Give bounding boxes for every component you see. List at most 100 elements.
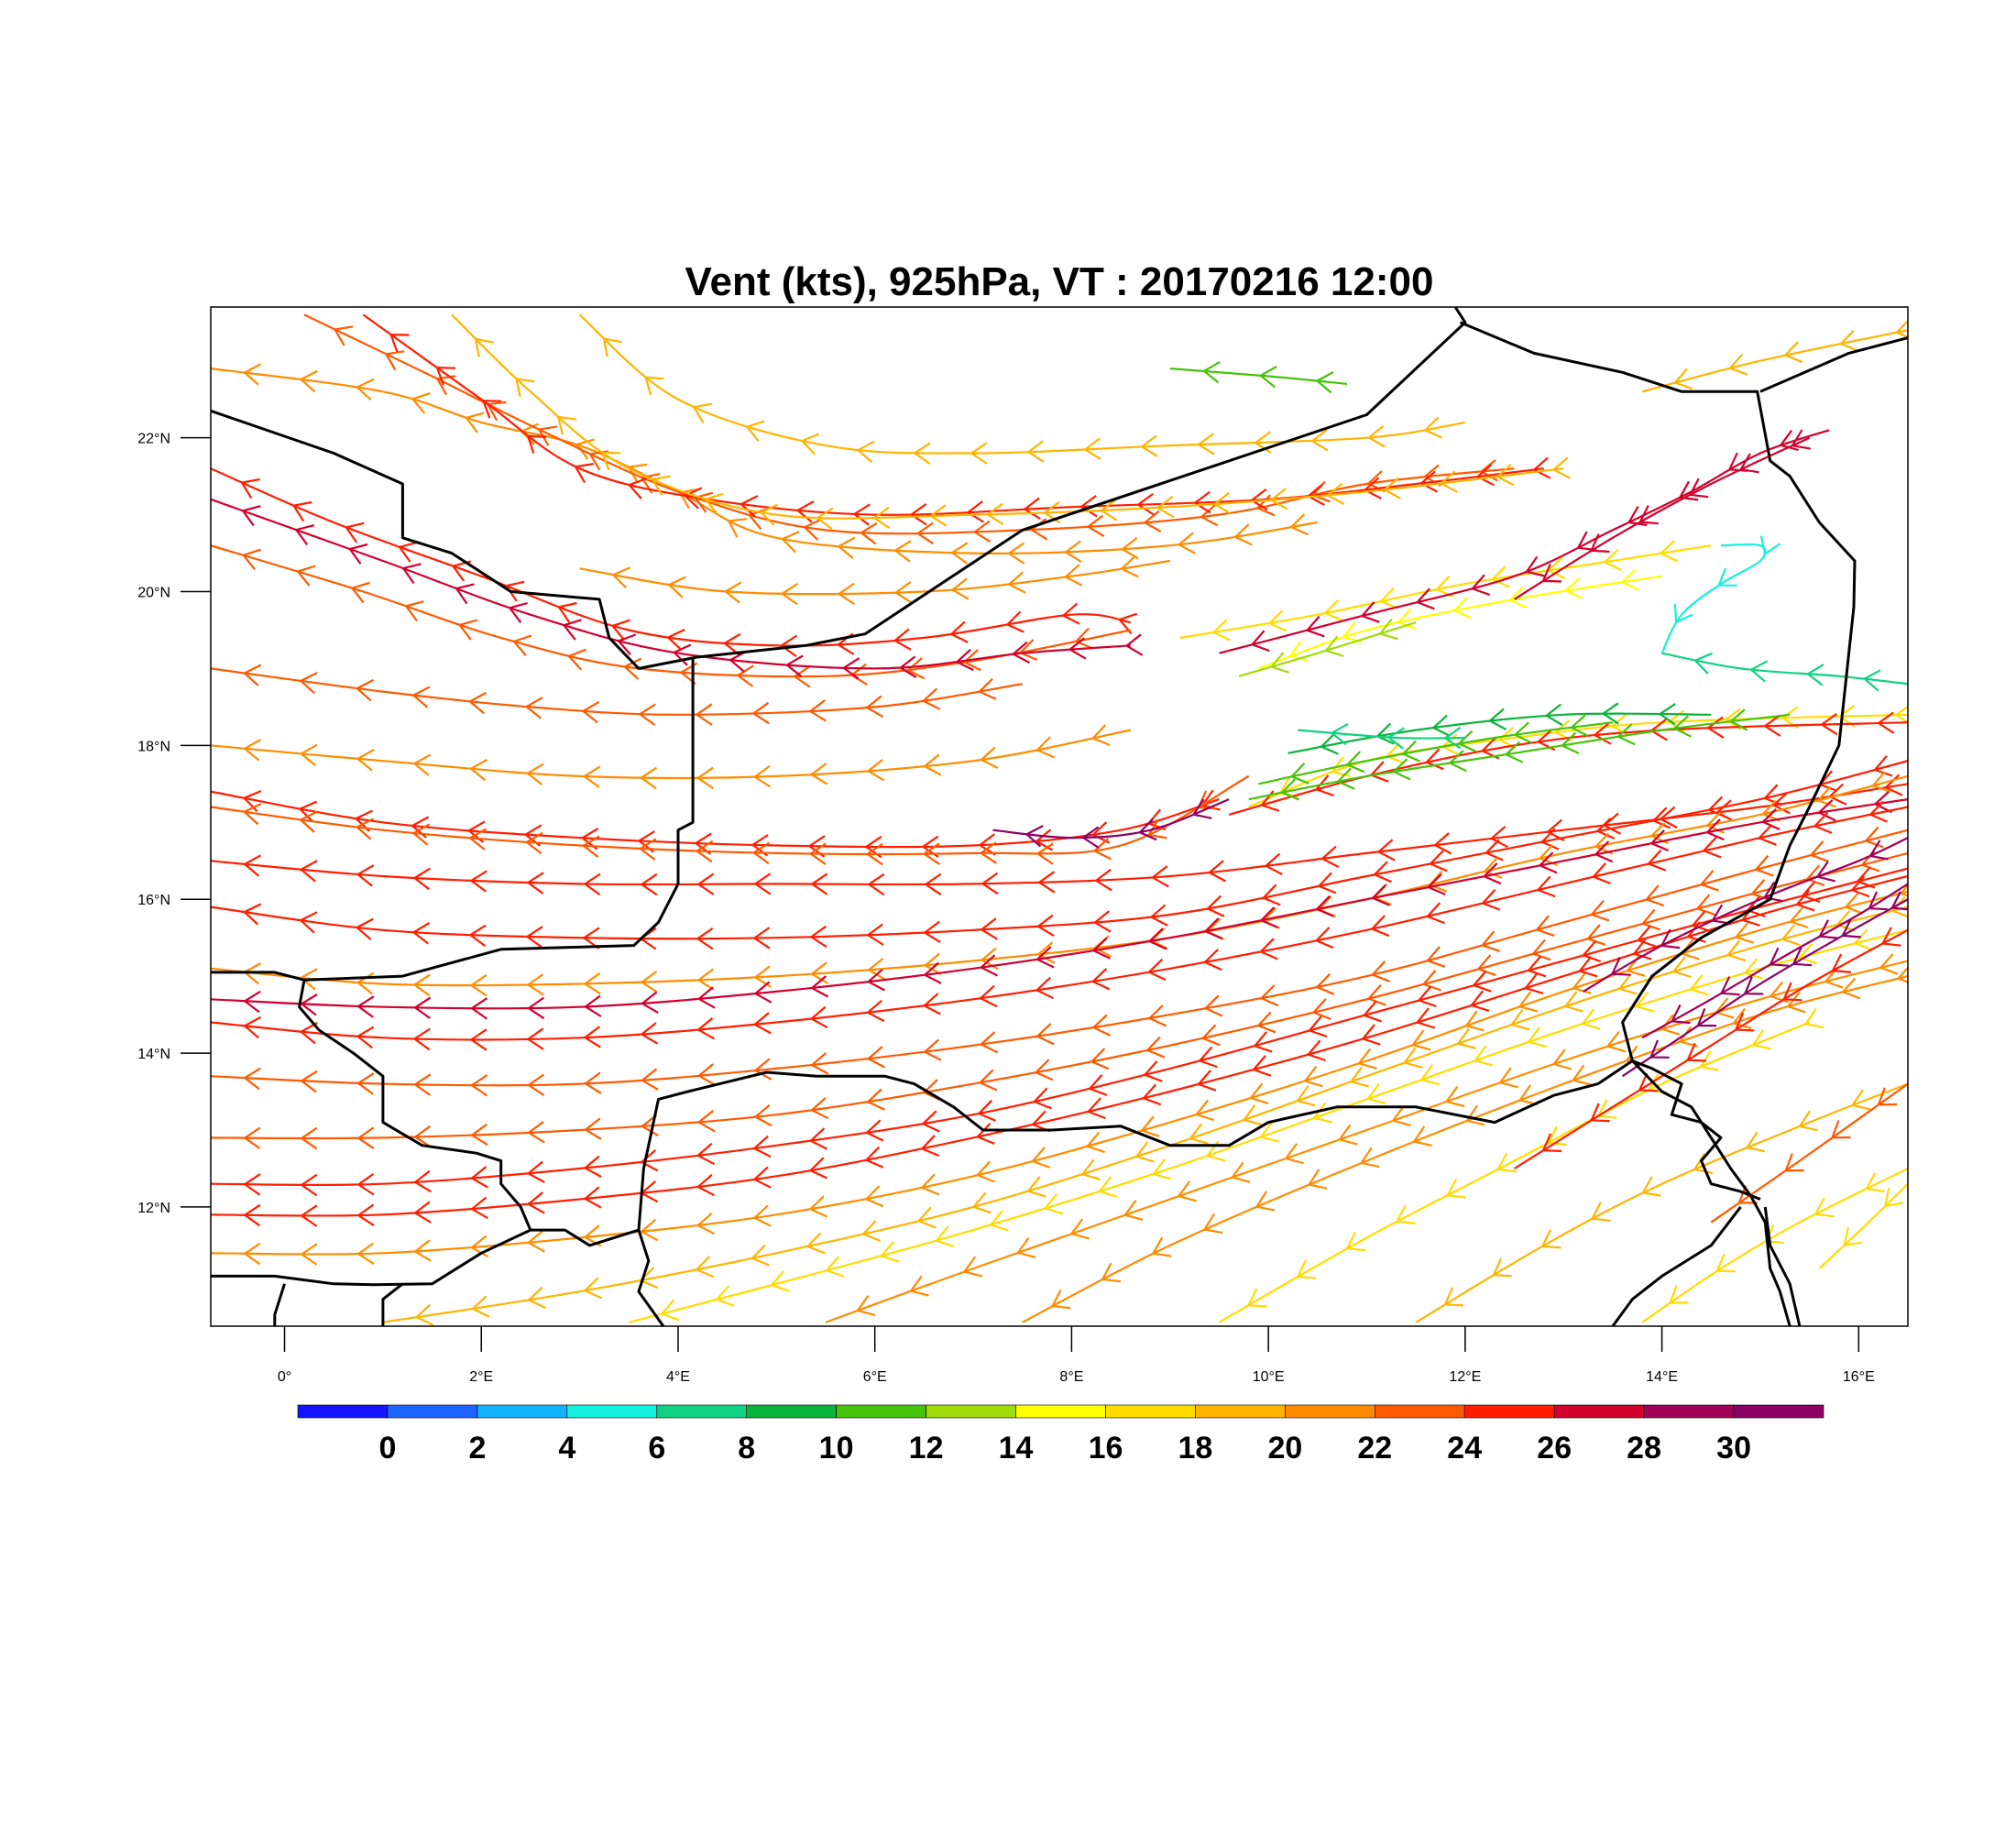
flow-arrow: [975, 1160, 995, 1183]
flow-arrow: [1151, 1236, 1172, 1257]
flow-arrow: [1492, 1257, 1512, 1278]
flow-arrow: [1079, 495, 1098, 518]
flow-arrow: [537, 425, 558, 446]
flow-arrow: [1425, 902, 1445, 925]
flow-arrow: [972, 520, 992, 543]
flow-arrow: [1517, 991, 1539, 1013]
flow-arrow: [583, 971, 601, 995]
flow-arrow: [1136, 493, 1155, 516]
flow-arrow: [1140, 1115, 1160, 1137]
flow-arrow: [401, 563, 422, 585]
flow-arrow: [1456, 1027, 1476, 1049]
flow-arrow: [1069, 1218, 1090, 1240]
flow-arrow: [1560, 731, 1580, 754]
flow-arrow: [977, 1099, 997, 1122]
flow-arrow: [640, 1114, 659, 1137]
flow-arrow: [1357, 1048, 1377, 1070]
streamline: [1641, 319, 1908, 393]
flow-arrow: [736, 664, 754, 687]
streamline: [1818, 1182, 1908, 1269]
flow-arrow: [1415, 587, 1435, 610]
flow-arrow: [915, 521, 935, 545]
flow-arrow: [242, 664, 262, 686]
colorbar-swatch: [1285, 1404, 1375, 1419]
flow-arrow: [950, 577, 970, 600]
colorbar-swatch: [656, 1404, 747, 1419]
flow-arrow: [470, 1123, 488, 1147]
flow-arrow: [1392, 758, 1411, 781]
flow-arrow: [1156, 495, 1175, 519]
flow-arrow: [921, 1110, 940, 1133]
streamline: [1641, 1168, 1908, 1323]
flow-arrow: [1207, 860, 1227, 883]
flow-arrow: [753, 873, 772, 895]
flow-arrow: [1771, 792, 1791, 815]
flow-arrow: [1391, 1104, 1411, 1126]
flow-arrow: [809, 1005, 828, 1029]
x-tick-label: 0°: [278, 1369, 291, 1385]
colorbar-label: 30: [1716, 1431, 1751, 1465]
flow-arrow: [411, 922, 431, 945]
country-border: [1611, 1205, 1742, 1326]
flow-arrow: [1026, 1176, 1046, 1198]
flow-arrow: [1083, 437, 1101, 460]
flow-arrow: [243, 739, 262, 762]
flow-arrow: [1749, 660, 1769, 683]
flow-arrow: [640, 1149, 659, 1172]
flow-arrow: [1212, 491, 1232, 515]
flow-arrow: [1689, 974, 1709, 996]
x-tick-label: 4°E: [666, 1369, 690, 1385]
flow-arrow: [243, 1126, 261, 1149]
flow-arrow: [474, 337, 495, 357]
flow-arrow: [1844, 893, 1864, 915]
flow-arrow: [640, 971, 658, 993]
flow-arrow: [640, 991, 659, 1014]
flow-arrow: [1871, 771, 1891, 793]
flow-arrow: [1578, 956, 1598, 978]
flow-arrow: [1200, 1024, 1221, 1047]
flow-arrow: [356, 1203, 375, 1227]
streamline-path: [451, 313, 1564, 520]
flow-arrow: [600, 451, 621, 471]
flow-arrow: [1306, 1039, 1327, 1062]
flow-arrow: [1198, 1046, 1218, 1069]
flow-arrow: [1259, 1121, 1279, 1143]
flow-arrow: [1590, 899, 1610, 922]
flow-arrow: [1043, 1193, 1064, 1215]
flow-arrow: [412, 753, 432, 776]
flow-arrow: [922, 842, 940, 865]
streamline: [1583, 837, 1908, 993]
flow-arrow: [300, 1173, 318, 1197]
flow-arrow: [752, 765, 772, 788]
flow-arrow: [852, 503, 871, 526]
flow-arrow: [1850, 1089, 1871, 1111]
country-border: [637, 321, 1857, 1231]
flow-arrow: [1532, 456, 1551, 479]
flow-arrow: [810, 1052, 829, 1075]
flow-arrow: [356, 1126, 375, 1149]
flow-arrow: [1443, 726, 1462, 750]
flow-arrow: [356, 749, 375, 772]
flow-arrow: [1638, 1072, 1659, 1092]
streamline: [1660, 535, 1781, 654]
country-border: [1631, 1059, 1791, 1326]
flow-arrow: [1419, 1064, 1440, 1086]
flow-arrow: [861, 1220, 882, 1242]
flow-arrow: [1644, 884, 1665, 907]
flow-arrow: [1336, 767, 1355, 790]
flow-arrow: [413, 1201, 432, 1224]
flow-arrow: [727, 518, 748, 538]
flow-arrow: [1535, 915, 1555, 937]
flow-arrow: [412, 1027, 431, 1051]
flow-arrow: [584, 1071, 602, 1094]
flow-arrow: [1315, 371, 1334, 394]
flow-arrow: [923, 961, 942, 984]
streamline-path: [825, 960, 1908, 1323]
flow-arrow: [242, 803, 262, 826]
flow-arrow: [1123, 1199, 1144, 1221]
flow-arrow: [1779, 430, 1799, 452]
flow-arrow: [1541, 564, 1562, 583]
country-borders-layer: [211, 307, 1908, 1326]
flow-arrow: [1899, 884, 1908, 897]
flow-arrow: [1719, 976, 1740, 996]
